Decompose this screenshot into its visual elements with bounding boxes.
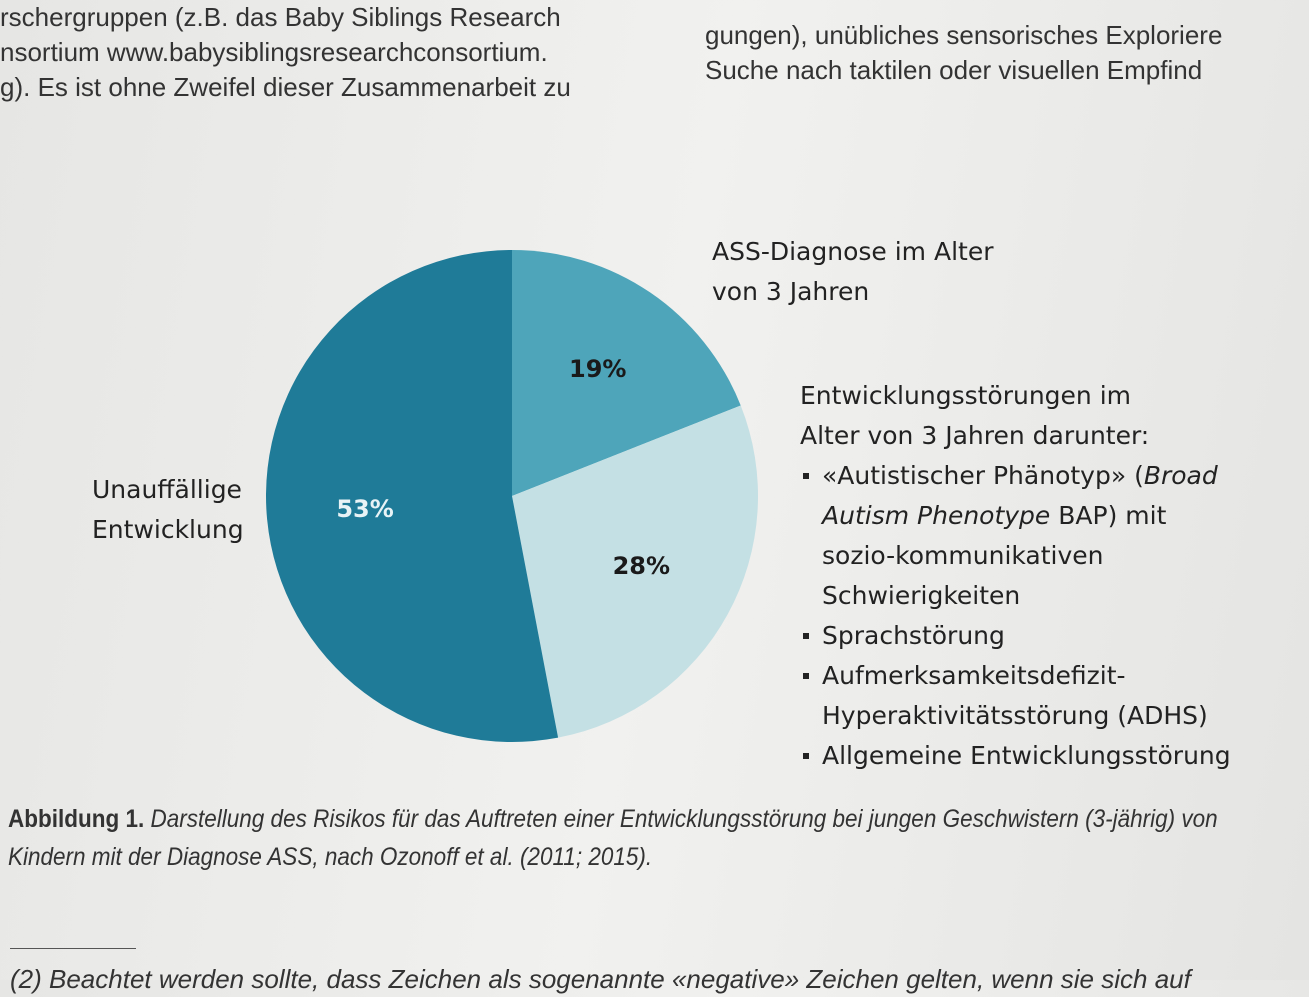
page: rschergruppen (z.B. das Baby Siblings Re… — [0, 0, 1309, 980]
caption-label: Abbildung 1. — [8, 805, 144, 833]
annotation-item: Sprachstörung — [800, 616, 1240, 656]
annotation-list: «Autistischer Phänotyp» (Broad Autism Ph… — [800, 456, 1240, 776]
annotation-item: «Autistischer Phänotyp» (Broad Autism Ph… — [800, 456, 1240, 616]
footnote-rule — [10, 948, 136, 949]
slice-label-block: Entwicklungsstörungen im Alter von 3 Jah… — [800, 376, 1280, 776]
annotation-item: Aufmerksamkeitsdefizit-Hyperaktivitätsst… — [800, 656, 1240, 736]
annotation-text: «Autistischer Phänotyp» ( — [822, 461, 1144, 490]
caption-text: Darstellung des Risikos für das Auftrete… — [8, 805, 1218, 871]
annotation-item: Allgemeine Entwicklungsstörung — [800, 736, 1240, 776]
slice-label: Entwicklungsstörungen im Alter von 3 Jah… — [800, 376, 1190, 456]
caption: Abbildung 1. Darstellung des Risikos für… — [8, 800, 1295, 876]
value-label: 53% — [336, 495, 393, 523]
annotation-text: Sprachstörung — [822, 621, 1005, 650]
value-label: 19% — [569, 355, 626, 383]
slice-label: ASS-Diagnose im Alter von 3 Jahren — [712, 232, 1012, 312]
annotation-text: Allgemeine Entwicklungsstörung — [822, 741, 1231, 770]
value-label: 28% — [613, 552, 670, 580]
annotation-text: Aufmerksamkeitsdefizit-Hyperaktivitätsst… — [822, 661, 1208, 730]
slice-label: Unauffällige Entwicklung — [92, 470, 262, 550]
